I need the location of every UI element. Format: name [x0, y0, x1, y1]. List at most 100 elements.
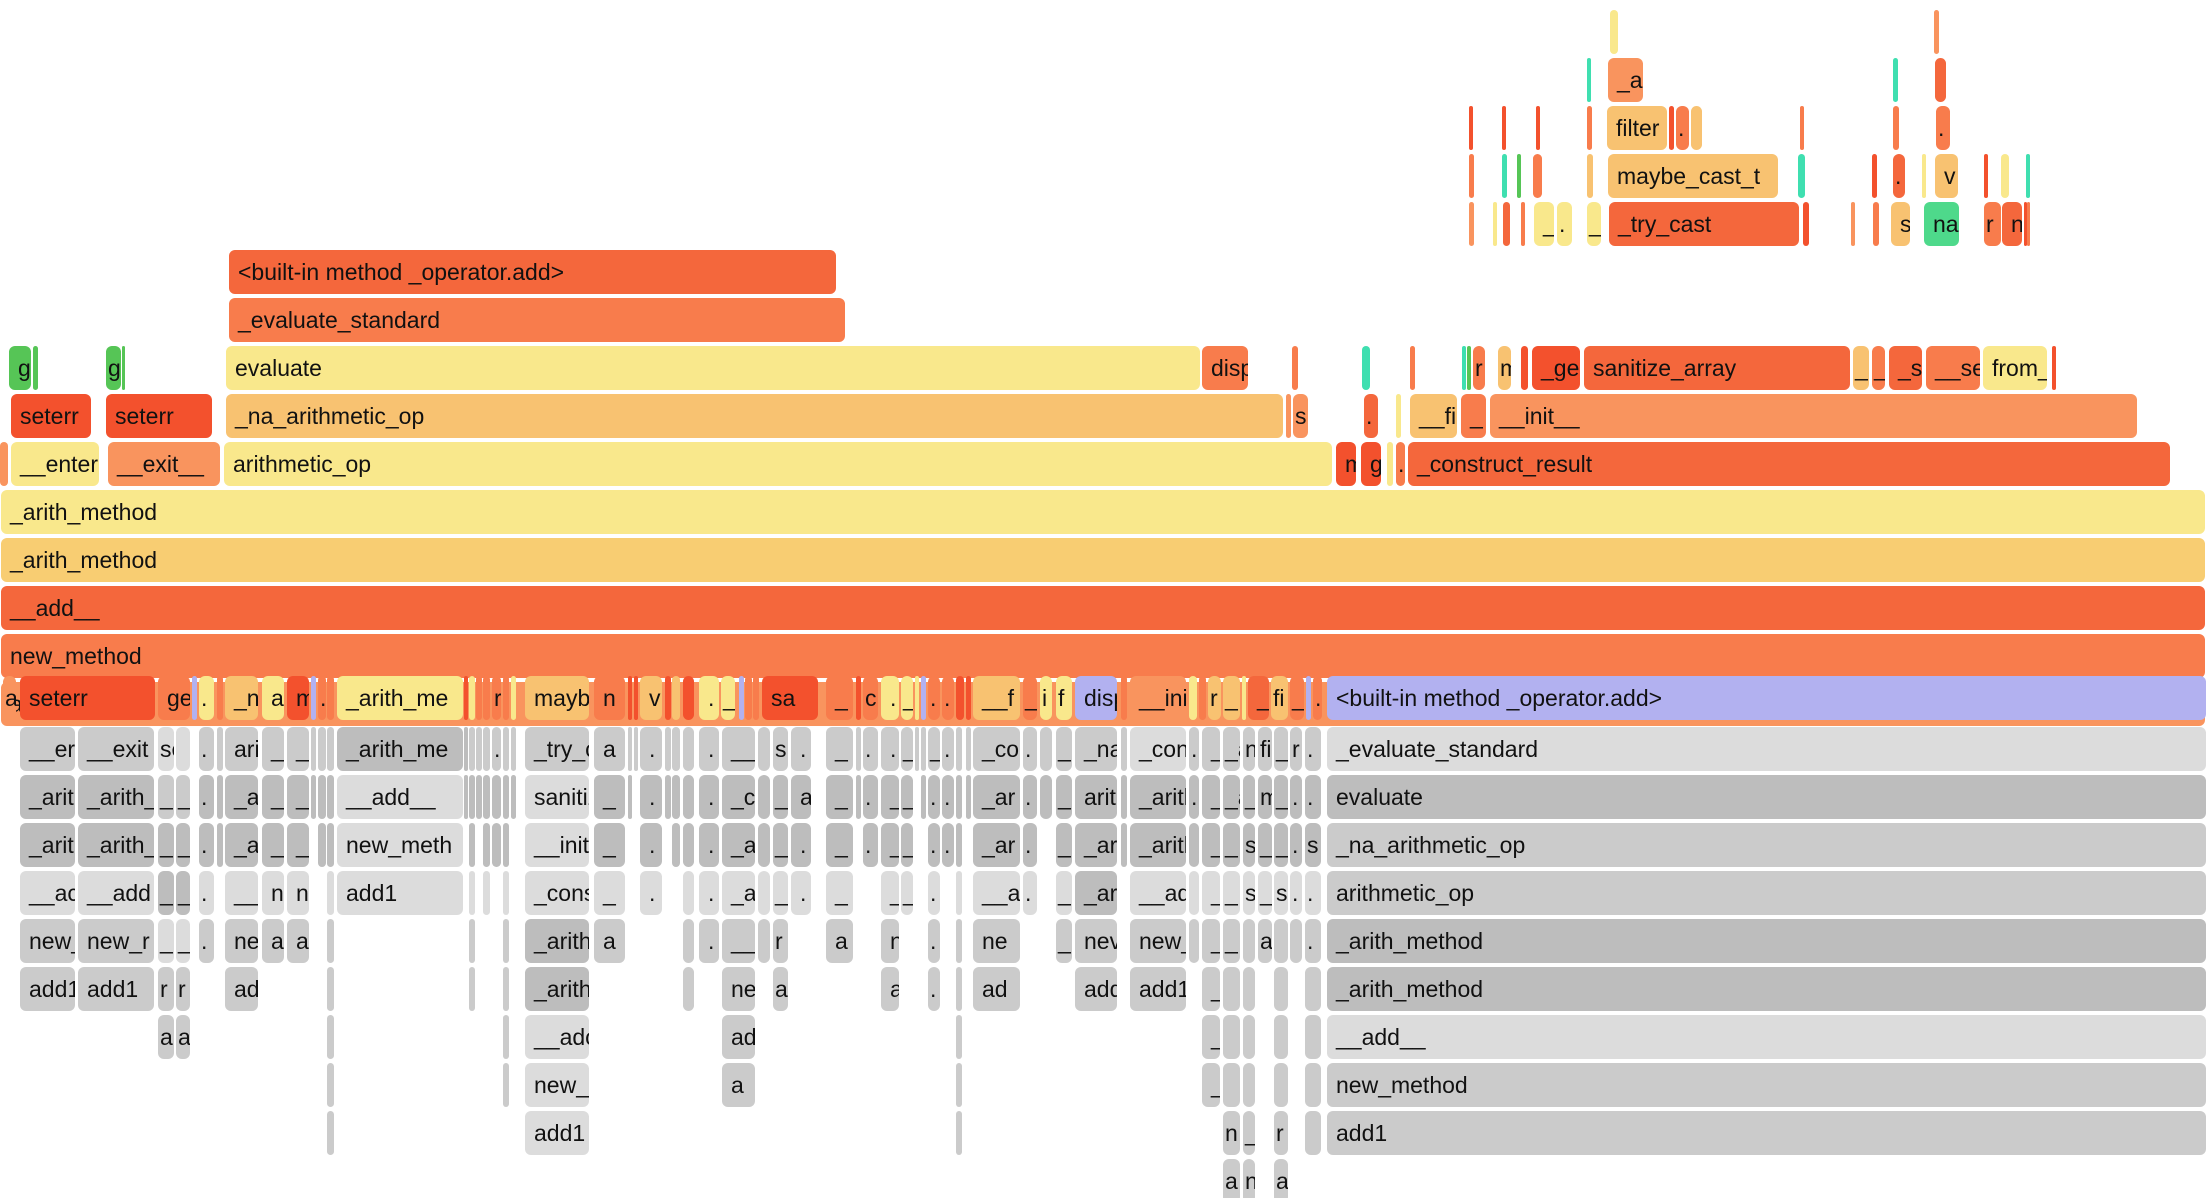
caller-frame[interactable]: _: [1202, 871, 1220, 915]
caller-frame[interactable]: add1: [337, 871, 463, 915]
flame-frame[interactable]: .: [199, 676, 214, 720]
caller-frame[interactable]: _: [1223, 871, 1240, 915]
flame-frame[interactable]: [1691, 106, 1702, 150]
caller-frame[interactable]: [956, 1111, 962, 1155]
flame-frame[interactable]: .: [881, 676, 899, 720]
flame-frame[interactable]: s: [1293, 394, 1308, 438]
flame-frame[interactable]: [856, 676, 861, 720]
flame-frame[interactable]: [956, 676, 964, 720]
flame-frame[interactable]: arithmetic_op: [224, 442, 1332, 486]
flame-frame[interactable]: r: [1208, 676, 1221, 720]
caller-frame[interactable]: new_: [20, 919, 75, 963]
flame-frame[interactable]: [1517, 154, 1521, 198]
caller-frame[interactable]: _: [773, 775, 788, 819]
caller-frame[interactable]: .: [1305, 919, 1321, 963]
flame-frame[interactable]: f: [1056, 676, 1072, 720]
caller-frame[interactable]: __er: [20, 727, 75, 771]
flame-frame[interactable]: new_method: [1, 634, 2205, 678]
caller-frame[interactable]: [503, 775, 509, 819]
caller-frame[interactable]: _arit: [20, 775, 75, 819]
caller-frame[interactable]: [511, 775, 516, 819]
caller-frame[interactable]: __a: [722, 919, 755, 963]
flame-frame[interactable]: [1502, 154, 1507, 198]
caller-frame[interactable]: evaluate: [1327, 775, 2206, 819]
caller-frame[interactable]: r: [1274, 1111, 1288, 1155]
flame-frame[interactable]: [1893, 106, 1899, 150]
caller-frame[interactable]: .: [1290, 871, 1302, 915]
flame-frame[interactable]: [1798, 154, 1805, 198]
caller-frame[interactable]: _: [176, 775, 190, 819]
caller-frame[interactable]: a: [1223, 1159, 1240, 1198]
caller-frame[interactable]: new_r: [525, 1063, 589, 1107]
flame-frame[interactable]: [1387, 442, 1393, 486]
caller-frame[interactable]: _: [262, 775, 284, 819]
flame-frame[interactable]: seterr: [106, 394, 212, 438]
caller-frame[interactable]: .: [942, 727, 954, 771]
caller-frame[interactable]: [1189, 871, 1199, 915]
caller-frame[interactable]: [628, 727, 632, 771]
caller-frame[interactable]: .: [699, 727, 719, 771]
flame-frame[interactable]: v: [1935, 154, 1958, 198]
flame-frame[interactable]: [122, 346, 125, 390]
caller-frame[interactable]: .: [928, 967, 940, 1011]
flame-frame[interactable]: _a: [1608, 58, 1643, 102]
caller-frame[interactable]: .: [1305, 871, 1321, 915]
caller-frame[interactable]: .: [1023, 823, 1037, 867]
flame-frame[interactable]: .: [1893, 154, 1905, 198]
flame-frame[interactable]: [464, 676, 468, 720]
flame-frame[interactable]: a: [262, 676, 284, 720]
flame-frame[interactable]: [1121, 676, 1127, 720]
flame-frame[interactable]: .: [1936, 106, 1950, 150]
flame-frame[interactable]: evaluate: [226, 346, 1200, 390]
caller-frame[interactable]: [683, 727, 694, 771]
caller-frame[interactable]: _: [1243, 775, 1255, 819]
flame-frame[interactable]: _: [1872, 346, 1885, 390]
flame-frame[interactable]: [1803, 202, 1809, 246]
caller-frame[interactable]: _: [1056, 871, 1072, 915]
flame-frame[interactable]: [476, 676, 482, 720]
flame-frame[interactable]: [1493, 202, 1497, 246]
flame-frame[interactable]: .: [1557, 202, 1572, 246]
caller-frame[interactable]: [327, 1111, 334, 1155]
caller-frame[interactable]: [464, 727, 468, 771]
caller-frame[interactable]: ari: [225, 727, 258, 771]
caller-frame[interactable]: _arith_me: [337, 727, 463, 771]
flame-frame[interactable]: _: [721, 676, 735, 720]
flame-frame[interactable]: __enter: [11, 442, 99, 486]
flame-frame[interactable]: __f: [973, 676, 1020, 720]
caller-frame[interactable]: __exit: [78, 727, 154, 771]
caller-frame[interactable]: ad: [881, 967, 899, 1011]
caller-frame[interactable]: _: [287, 727, 309, 771]
flame-frame[interactable]: [1462, 346, 1466, 390]
flame-frame[interactable]: .: [1676, 106, 1689, 150]
caller-frame[interactable]: .: [699, 823, 719, 867]
caller-frame[interactable]: add: [1075, 967, 1117, 1011]
caller-frame[interactable]: _: [928, 727, 940, 771]
caller-frame[interactable]: _: [1202, 1063, 1220, 1107]
flame-frame[interactable]: [1800, 106, 1804, 150]
caller-frame[interactable]: __: [722, 727, 755, 771]
caller-frame[interactable]: ne: [722, 967, 755, 1011]
caller-frame[interactable]: _: [1274, 775, 1288, 819]
caller-frame[interactable]: _a: [722, 823, 755, 867]
caller-frame[interactable]: .: [199, 871, 214, 915]
flame-frame[interactable]: [1935, 58, 1946, 102]
caller-frame[interactable]: .: [699, 775, 719, 819]
caller-frame[interactable]: [469, 727, 475, 771]
caller-frame[interactable]: __add_: [1130, 871, 1186, 915]
flame-frame[interactable]: [1292, 346, 1298, 390]
caller-frame[interactable]: [1223, 967, 1240, 1011]
caller-frame[interactable]: .: [1023, 727, 1037, 771]
caller-frame[interactable]: [1290, 919, 1302, 963]
caller-frame[interactable]: [921, 727, 926, 771]
caller-frame[interactable]: ad: [722, 1015, 755, 1059]
caller-frame[interactable]: [1189, 823, 1199, 867]
caller-frame[interactable]: _arith_: [1130, 775, 1186, 819]
caller-frame[interactable]: n: [287, 871, 309, 915]
flame-frame[interactable]: from_: [1983, 346, 2047, 390]
flame-frame[interactable]: [1502, 106, 1506, 150]
caller-frame[interactable]: _: [594, 775, 625, 819]
flame-frame[interactable]: [921, 676, 926, 720]
flame-frame[interactable]: .: [1396, 442, 1405, 486]
caller-frame[interactable]: .: [863, 823, 878, 867]
